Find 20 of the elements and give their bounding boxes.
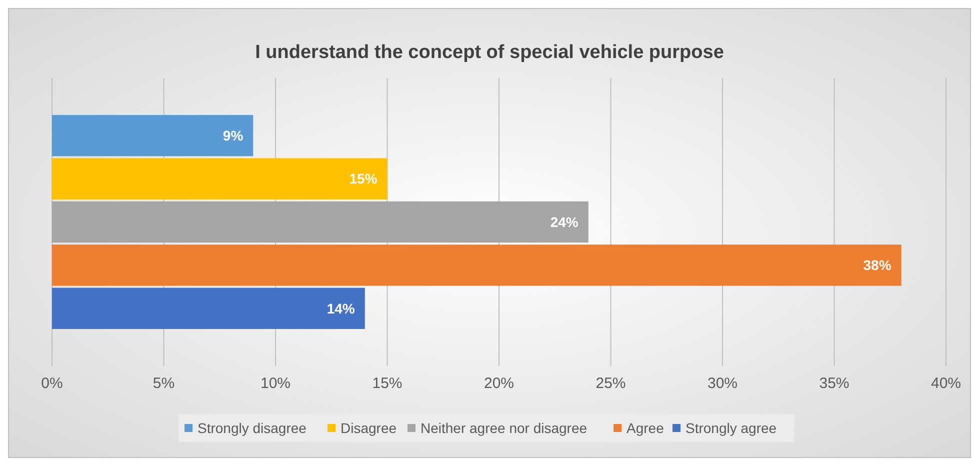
legend-label: Strongly disagree: [198, 420, 307, 436]
data-label: 14%: [326, 300, 356, 316]
data-label: 9%: [222, 128, 244, 144]
x-tick-label: 30%: [707, 375, 738, 392]
data-label: 38%: [863, 257, 892, 274]
legend-label: Strongly agree: [686, 420, 777, 436]
x-tick-label: 15%: [372, 375, 402, 392]
legend-label: Disagree: [340, 420, 397, 436]
legend-label: Agree: [626, 420, 664, 436]
x-tick-label: 20%: [484, 375, 514, 392]
x-tick-label: 35%: [819, 375, 850, 392]
x-tick-label: 40%: [930, 375, 962, 392]
legend-label: Neither agree nor disagree: [420, 420, 588, 436]
x-tick-label: 5%: [152, 375, 175, 392]
x-tick-label: 0%: [41, 375, 63, 392]
chart-title: I understand the concept of special vehicle purpose: [255, 42, 724, 63]
x-tick-label: 10%: [260, 375, 291, 392]
data-label: 15%: [349, 170, 378, 187]
data-label: 24%: [550, 214, 579, 230]
x-tick-label: 25%: [596, 375, 626, 392]
